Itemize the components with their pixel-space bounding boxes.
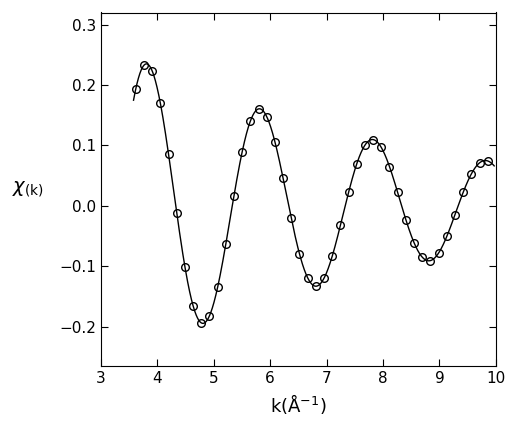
Y-axis label: $\chi$$\mathregular{_{(k)}}$: $\chi$$\mathregular{_{(k)}}$ bbox=[12, 180, 45, 199]
X-axis label: k($\mathregular{\AA^{-1}}$): k($\mathregular{\AA^{-1}}$) bbox=[270, 392, 326, 416]
